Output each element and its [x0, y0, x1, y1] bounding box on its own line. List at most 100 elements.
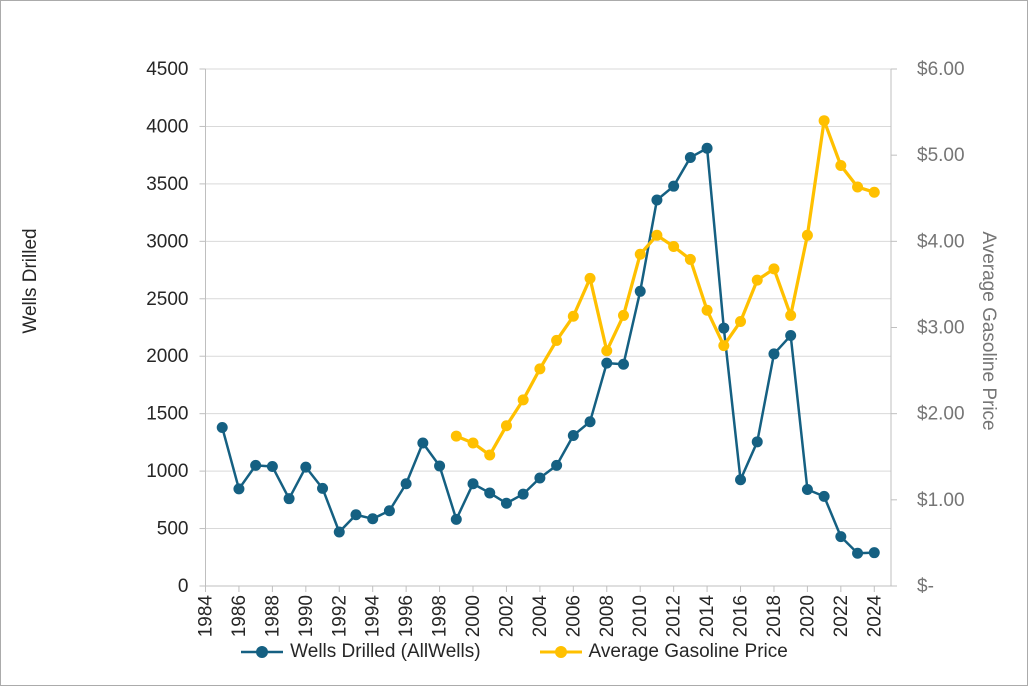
right-axis-tick-label: $1.00 — [917, 490, 965, 511]
x-axis-tick-label: 2010 — [630, 595, 651, 637]
data-point-wells-drilled — [534, 472, 546, 484]
data-point-wells-drilled — [684, 151, 696, 163]
data-point-wells-drilled — [266, 461, 278, 473]
left-axis-title: Wells Drilled — [20, 228, 41, 334]
data-point-wells-drilled — [400, 478, 412, 490]
right-axis-tick-label: $4.00 — [917, 231, 965, 252]
data-point-wells-drilled — [751, 436, 763, 448]
right-axis-tick-label: $2.00 — [917, 404, 965, 425]
legend-marker-gasoline — [554, 646, 567, 658]
data-point-gasoline-price — [551, 334, 563, 346]
x-axis-tick-label: 1992 — [329, 595, 350, 637]
data-point-gasoline-price — [668, 241, 680, 253]
right-axis-tick-label: $5.00 — [917, 145, 965, 166]
x-axis-tick-label: 1988 — [262, 595, 283, 637]
data-point-wells-drilled — [317, 482, 329, 494]
data-point-gasoline-price — [567, 310, 579, 322]
data-point-wells-drilled — [283, 493, 295, 505]
series-line-wells-drilled — [220, 147, 876, 555]
data-point-wells-drilled — [835, 531, 847, 543]
left-axis-tick-label: 3000 — [146, 231, 188, 252]
data-point-wells-drilled — [852, 547, 864, 559]
left-axis-tick-label: 3500 — [146, 174, 188, 195]
data-point-gasoline-price — [450, 430, 462, 442]
x-axis-tick-label: 2008 — [597, 595, 618, 637]
data-point-wells-drilled — [567, 429, 579, 441]
x-axis-tick-label: 2022 — [831, 595, 852, 637]
data-point-wells-drilled — [467, 478, 479, 490]
legend-label-gasoline-price: Average Gasoline Price — [588, 641, 788, 662]
data-point-wells-drilled — [350, 509, 362, 521]
left-axis-tick-label: 1000 — [146, 461, 188, 482]
right-axis-tick-label: $6.00 — [917, 59, 965, 80]
data-point-gasoline-price — [735, 315, 747, 327]
data-point-wells-drilled — [517, 488, 529, 500]
data-point-gasoline-price — [617, 309, 629, 321]
data-point-wells-drilled — [668, 180, 680, 192]
data-point-wells-drilled — [250, 459, 262, 471]
left-axis-tick-label: 4000 — [146, 116, 188, 137]
left-axis-tick-label: 4500 — [146, 59, 188, 80]
x-axis-tick-label: 1990 — [296, 595, 317, 637]
data-point-wells-drilled — [333, 526, 345, 538]
right-axis-tick-label: $- — [917, 576, 934, 597]
data-point-gasoline-price — [484, 449, 496, 461]
legend-swatch-wells-drilled — [241, 646, 284, 658]
data-point-gasoline-price — [852, 181, 864, 193]
x-axis-tick-label: 1994 — [363, 595, 384, 638]
x-axis-tick-label: 1986 — [229, 595, 250, 637]
data-point-wells-drilled — [434, 460, 446, 472]
left-axis-tick-label: 1500 — [146, 404, 188, 425]
data-point-gasoline-price — [534, 363, 546, 375]
data-point-wells-drilled — [367, 513, 379, 525]
data-point-gasoline-price — [651, 229, 663, 241]
data-point-wells-drilled — [551, 459, 563, 471]
x-axis-tick-label: 2006 — [563, 595, 584, 637]
data-point-gasoline-price — [868, 186, 880, 198]
right-axis-title: Average Gasoline Price — [978, 231, 999, 431]
x-axis-tick-label: 2004 — [530, 595, 551, 638]
x-axis-tick-label: 2016 — [731, 595, 752, 637]
left-axis-tick-label: 2500 — [146, 289, 188, 310]
data-point-gasoline-price — [768, 263, 780, 275]
data-point-wells-drilled — [450, 513, 462, 525]
data-point-wells-drilled — [701, 142, 713, 154]
data-point-wells-drilled — [417, 437, 429, 449]
data-point-gasoline-price — [584, 272, 596, 284]
data-point-wells-drilled — [818, 490, 830, 502]
data-point-gasoline-price — [684, 253, 696, 265]
series-line-gasoline-price — [454, 119, 876, 457]
data-point-gasoline-price — [801, 229, 813, 241]
data-point-wells-drilled — [801, 483, 813, 495]
right-axis-tick-label: $3.00 — [917, 318, 965, 339]
legend-label-wells-drilled: Wells Drilled (AllWells) — [290, 641, 481, 662]
data-point-wells-drilled — [233, 483, 245, 495]
x-axis-tick-label: 2002 — [496, 595, 517, 637]
data-point-gasoline-price — [467, 437, 479, 449]
x-axis-tick-label: 2020 — [797, 595, 818, 637]
data-point-wells-drilled — [634, 285, 646, 297]
data-point-gasoline-price — [701, 304, 713, 316]
data-point-wells-drilled — [768, 348, 780, 360]
data-point-wells-drilled — [868, 547, 880, 559]
left-axis-tick-label: 500 — [157, 519, 189, 540]
data-point-wells-drilled — [484, 487, 496, 499]
data-point-wells-drilled — [651, 194, 663, 206]
x-axis-tick-label: 2014 — [697, 595, 718, 638]
data-point-gasoline-price — [718, 340, 730, 352]
legend-item-wells-drilled: Wells Drilled (AllWells) — [240, 641, 481, 663]
data-point-wells-drilled — [735, 474, 747, 486]
data-point-wells-drilled — [785, 330, 797, 342]
x-axis-tick-label: 2018 — [764, 595, 785, 637]
data-point-wells-drilled — [601, 357, 613, 369]
data-point-wells-drilled — [718, 322, 730, 334]
x-axis-tick-label: 2000 — [463, 595, 484, 637]
x-axis-tick-label: 2012 — [664, 595, 685, 637]
x-axis-tick-label: 2024 — [864, 595, 885, 638]
data-point-gasoline-price — [634, 248, 646, 260]
legend-item-gasoline-price: Average Gasoline Price — [539, 641, 788, 663]
left-axis-tick-label: 2000 — [146, 346, 188, 367]
legend-swatch-gasoline-price — [539, 646, 582, 658]
legend-marker-wells — [256, 646, 269, 658]
